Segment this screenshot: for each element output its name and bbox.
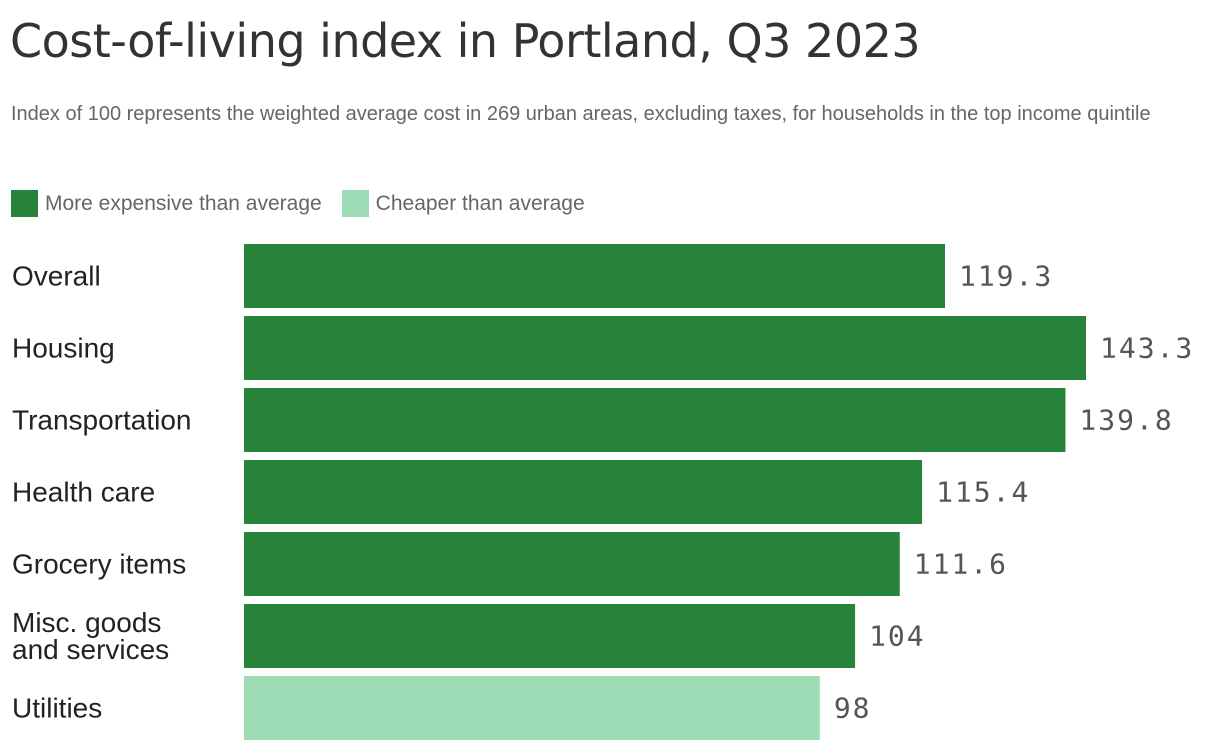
legend-swatch-expensive	[11, 190, 38, 217]
category-label: Health care	[12, 477, 155, 508]
bar-value-label: 143.3	[1100, 332, 1194, 365]
legend-label-cheaper: Cheaper than average	[375, 191, 585, 215]
bar-value-label: 119.3	[959, 260, 1053, 293]
bar	[244, 388, 1066, 452]
category-label: Transportation	[12, 405, 192, 436]
chart-subtitle: Index of 100 represents the weighted ave…	[11, 103, 1151, 125]
legend-label-expensive: More expensive than average	[45, 191, 322, 215]
chart-title: Cost-of-living index in Portland, Q3 202…	[10, 14, 921, 68]
category-label: Overall	[12, 261, 101, 292]
bar-value-label: 104	[869, 620, 926, 653]
bar-value-label: 139.8	[1079, 404, 1173, 437]
bar-value-label: 111.6	[914, 548, 1008, 581]
bar	[244, 244, 945, 308]
legend-swatch-cheaper	[341, 190, 369, 217]
category-label: Misc. goods	[12, 607, 161, 638]
bar	[244, 532, 900, 596]
bar-value-label: 115.4	[936, 476, 1030, 509]
legend-item-expensive: More expensive than average	[11, 190, 322, 217]
bar	[244, 316, 1086, 380]
legend-item-cheaper: Cheaper than average	[341, 190, 585, 217]
bar	[244, 604, 856, 668]
category-label: Grocery items	[12, 549, 186, 580]
category-label: Housing	[12, 333, 115, 364]
legend: More expensive than average Cheaper than…	[11, 190, 605, 217]
category-label: and services	[12, 634, 169, 665]
bar	[244, 676, 820, 740]
bar	[244, 460, 923, 524]
category-label: Utilities	[12, 693, 102, 724]
bar-value-label: 98	[834, 692, 872, 725]
